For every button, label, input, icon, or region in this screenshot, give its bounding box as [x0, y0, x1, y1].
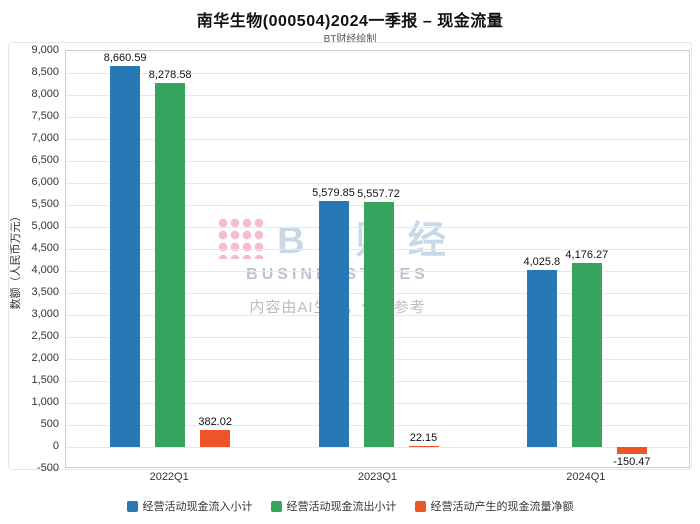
bar-value-label: 8,278.58	[148, 68, 192, 81]
legend: 经营活动现金流入小计 经营活动现金流出小计 经营活动产生的现金流量净额	[0, 498, 700, 514]
y-tick-label: 8,000	[31, 88, 59, 100]
bar	[526, 269, 557, 447]
legend-marker	[270, 500, 282, 512]
y-tick-label: 8,500	[31, 66, 59, 78]
bar-value-label: 22.15	[409, 432, 438, 445]
bt-dot-logo-icon	[215, 214, 264, 259]
bar	[616, 447, 647, 454]
legend-marker	[126, 500, 138, 512]
bar-value-label: 382.02	[198, 416, 232, 429]
bar-value-label: 5,557.72	[357, 188, 400, 201]
bar-value-label: 4,025.8	[523, 255, 561, 268]
gridline	[66, 447, 689, 448]
y-tick-label: 5,000	[31, 220, 59, 232]
bar	[363, 202, 394, 447]
y-axis: 9,000 8,500 8,000 7,500 7,000 6,500 6,000 5,500…	[0, 44, 59, 474]
gridline	[66, 161, 689, 162]
y-tick-label: 9,000	[31, 44, 59, 56]
y-tick-label: 4,000	[31, 264, 59, 276]
y-tick-label: 500	[40, 418, 59, 430]
legend-item[interactable]: 经营活动现金流出小计	[270, 498, 397, 514]
x-axis: 2022Q1 2023Q1 2024Q1	[65, 471, 690, 487]
bar	[155, 82, 186, 447]
legend-marker	[414, 500, 426, 512]
gridline	[66, 95, 689, 96]
legend-label: 经营活动现金流入小计	[142, 501, 253, 513]
gridline	[66, 183, 689, 184]
y-tick-label: 2,000	[31, 352, 59, 364]
bar	[571, 263, 602, 447]
y-tick-label: 3,500	[31, 286, 59, 298]
legend-label: 经营活动产生的现金流量净额	[430, 501, 574, 513]
legend-item[interactable]: 经营活动产生的现金流量净额	[414, 498, 574, 514]
bar	[318, 201, 349, 447]
x-tick-label: 2023Q1	[357, 471, 398, 483]
legend-label: 经营活动现金流出小计	[286, 501, 397, 513]
y-tick-label: 6,000	[31, 176, 59, 188]
bar	[110, 65, 141, 447]
bar-value-label: 8,660.59	[103, 51, 147, 64]
y-tick-label: 7,500	[31, 110, 59, 122]
bar-value-label: -150.47	[613, 455, 651, 468]
y-tick-label: -500	[36, 462, 59, 474]
y-tick-label: 3,000	[31, 308, 59, 320]
plot-area: BT财经 BUSINESSTIMES 内容由AI生成，仅供参考 8,660.59…	[65, 50, 690, 468]
bar	[200, 430, 231, 447]
bar-value-label: 5,579.85	[312, 187, 355, 200]
y-tick-label: 2,500	[31, 330, 59, 342]
gridline	[66, 139, 689, 140]
y-tick-label: 4,500	[31, 242, 59, 254]
gridline	[66, 73, 689, 74]
bar	[408, 446, 439, 447]
x-tick-label: 2022Q1	[149, 471, 189, 483]
y-tick-label: 1,000	[31, 396, 59, 408]
chart-title: 南华生物(000504)2024一季报 – 现金流量	[196, 13, 504, 30]
x-tick-label: 2024Q1	[566, 471, 606, 483]
legend-item[interactable]: 经营活动现金流入小计	[126, 498, 253, 514]
y-tick-label: 6,500	[31, 154, 59, 166]
bar-value-label: 4,176.27	[565, 249, 609, 262]
chart-subtitle: BT财经绘制	[323, 34, 377, 45]
y-tick-label: 7,000	[31, 132, 59, 144]
chart-border	[8, 42, 692, 470]
y-tick-label: 1,500	[31, 374, 59, 386]
y-tick-label: 5,500	[31, 198, 59, 210]
gridline	[66, 117, 689, 118]
y-tick-label: 0	[52, 440, 59, 452]
